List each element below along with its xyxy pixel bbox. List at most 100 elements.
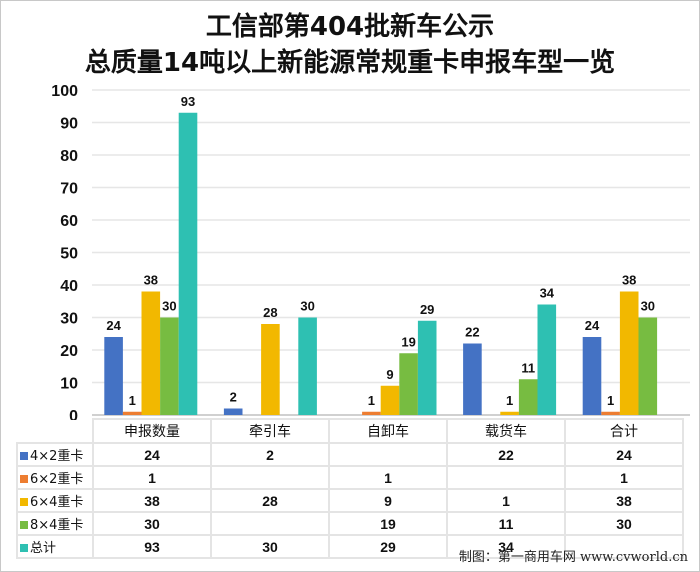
bar	[160, 317, 179, 415]
table-cell: 30	[210, 534, 330, 559]
table-cell: 29	[328, 534, 448, 559]
bar	[141, 291, 161, 415]
table-cell: 1	[92, 465, 212, 490]
bar	[298, 317, 317, 415]
bar	[638, 317, 658, 415]
category-header: 合计	[564, 418, 684, 444]
data-label: 1	[607, 393, 614, 408]
table-cell: 30	[92, 511, 212, 536]
y-tick-label: 0	[69, 408, 78, 420]
category-header: 载货车	[446, 418, 566, 444]
table-cell	[210, 511, 330, 536]
legend-entry: 6×4重卡	[16, 488, 94, 513]
bar	[178, 112, 198, 415]
data-label: 28	[263, 305, 277, 320]
series-name: 6×4重卡	[30, 495, 84, 510]
chart-title-line1: 工信部第404批新车公示	[205, 12, 495, 42]
data-label: 30	[641, 299, 655, 314]
category-header: 牵引车	[210, 418, 330, 444]
legend-entry: 4×2重卡	[16, 442, 94, 467]
table-cell: 38	[564, 488, 684, 513]
data-label: 38	[622, 273, 636, 288]
bar	[537, 304, 557, 415]
bar	[122, 411, 142, 415]
table-row: 6×2重卡 1 1 1	[16, 465, 684, 490]
bar	[463, 343, 482, 415]
y-tick-label: 70	[60, 181, 78, 198]
data-label: 9	[386, 367, 393, 382]
table-cell: 1	[564, 465, 684, 490]
table-cell	[564, 534, 684, 559]
y-tick-label: 30	[60, 311, 78, 328]
series-name: 8×4重卡	[30, 518, 84, 533]
bar	[601, 411, 620, 415]
legend-swatch	[20, 521, 28, 529]
y-tick-label: 10	[60, 376, 78, 393]
table-cell	[210, 465, 330, 490]
table-cell: 24	[564, 442, 684, 467]
table-corner	[17, 419, 93, 443]
legend-swatch	[20, 498, 28, 506]
table-row: 6×4重卡 38 28 9 1 38	[16, 488, 684, 513]
table-cell	[446, 465, 566, 490]
bar	[582, 337, 602, 415]
table-cell: 24	[92, 442, 212, 467]
category-header: 申报数量	[92, 418, 212, 444]
table-cell: 28	[210, 488, 330, 513]
data-label: 24	[106, 318, 121, 333]
legend-swatch	[20, 475, 28, 483]
bar	[518, 379, 538, 415]
table-cell: 22	[446, 442, 566, 467]
table-row: 总计 93 30 29 34	[16, 534, 684, 559]
bar	[417, 320, 437, 415]
data-label: 24	[585, 318, 600, 333]
table-cell: 9	[328, 488, 448, 513]
y-tick-label: 40	[60, 278, 78, 295]
bar	[619, 291, 639, 415]
series-name: 4×2重卡	[30, 449, 84, 464]
data-table: 申报数量 牵引车 自卸车 载货车 合计 4×2重卡 24 2 22 24 6×2重卡 1 1 1 6×4重卡…	[16, 418, 684, 559]
credit: 制图：第一商用车网 www.cvworld.cn	[458, 550, 688, 565]
table-row: 4×2重卡 24 2 22 24	[16, 442, 684, 467]
series-name: 6×2重卡	[30, 472, 84, 487]
table-header-row: 申报数量 牵引车 自卸车 载货车 合计	[17, 418, 684, 444]
data-label: 1	[129, 393, 136, 408]
data-label: 19	[401, 334, 415, 349]
chart-title-line2: 总质量14吨以上新能源常规重卡申报车型一览	[84, 48, 616, 78]
legend-entry: 总计	[16, 534, 94, 559]
bar	[104, 337, 123, 415]
y-tick-label: 50	[60, 246, 78, 263]
table-cell: 38	[92, 488, 212, 513]
y-tick-label: 100	[51, 83, 78, 100]
table-cell	[328, 442, 448, 467]
table-cell: 1	[328, 465, 448, 490]
data-label: 11	[521, 360, 535, 375]
legend-entry: 6×2重卡	[16, 465, 94, 490]
legend-swatch	[20, 544, 28, 552]
bar	[380, 385, 400, 415]
bar	[399, 353, 418, 415]
bar	[223, 408, 243, 415]
legend-swatch	[20, 452, 28, 460]
data-label: 30	[300, 299, 314, 314]
y-tick-label: 20	[60, 343, 78, 360]
y-tick-label: 90	[60, 116, 78, 133]
bar	[362, 411, 381, 415]
data-label: 29	[420, 302, 434, 317]
bar	[261, 324, 280, 415]
table-row: 8×4重卡 30 19 11 30	[16, 511, 684, 536]
data-label: 93	[181, 94, 195, 109]
table-cell: 34	[446, 534, 566, 559]
bar	[500, 411, 519, 415]
data-label: 30	[162, 299, 176, 314]
data-label: 38	[144, 273, 158, 288]
category-header: 自卸车	[328, 418, 448, 444]
data-label: 2	[230, 390, 237, 405]
data-label: 1	[506, 393, 513, 408]
data-label: 1	[368, 393, 375, 408]
legend-entry: 8×4重卡	[16, 511, 94, 536]
y-tick-label: 60	[60, 213, 78, 230]
series-name: 总计	[30, 541, 57, 556]
data-label: 22	[465, 325, 479, 340]
